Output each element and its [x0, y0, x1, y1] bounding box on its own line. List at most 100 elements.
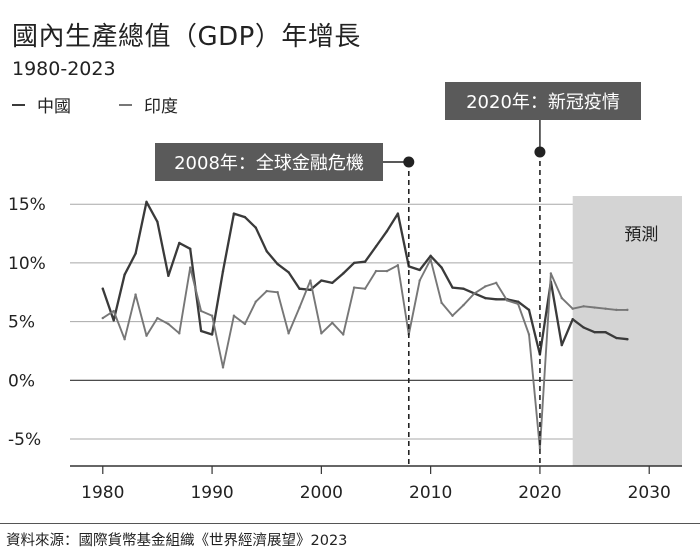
- data-point: [615, 336, 618, 340]
- annotation-dot: [534, 146, 546, 158]
- data-point: [374, 245, 378, 248]
- data-point: [582, 305, 585, 308]
- data-point: [626, 308, 629, 312]
- data-point: [451, 314, 454, 317]
- legend-item-china: 中國: [12, 92, 71, 117]
- data-point: [178, 332, 181, 335]
- data-point: [309, 288, 312, 292]
- data-point: [199, 329, 203, 333]
- data-point: [495, 298, 498, 301]
- data-point: [516, 300, 520, 303]
- data-point: [189, 247, 192, 251]
- data-point: [527, 308, 531, 312]
- data-point: [538, 447, 542, 450]
- data-point: [221, 269, 225, 273]
- data-point: [418, 268, 421, 272]
- data-point: [189, 266, 192, 269]
- legend-label-india: 印度: [144, 97, 178, 117]
- data-point: [320, 279, 323, 282]
- data-point: [429, 258, 432, 261]
- data-point: [615, 308, 618, 312]
- data-point: [254, 226, 257, 229]
- data-point: [265, 249, 268, 253]
- y-tick-label: 5%: [8, 313, 35, 333]
- data-point: [440, 266, 443, 269]
- data-point: [505, 299, 509, 302]
- data-point: [145, 200, 148, 204]
- forecast-label: 預測: [624, 225, 658, 245]
- y-tick-label: -5%: [8, 430, 41, 450]
- data-point: [484, 296, 487, 300]
- annotation-layer: 2008年：全球金融危機 2020年：新冠疫情: [155, 82, 641, 466]
- data-point: [571, 318, 574, 321]
- x-tick-label: 1990: [190, 483, 233, 503]
- data-point: [560, 343, 563, 347]
- data-point: [440, 301, 443, 305]
- data-point: [134, 252, 137, 255]
- series-line-china: [101, 200, 629, 356]
- data-point: [604, 307, 607, 310]
- data-point: [298, 306, 301, 309]
- data-point: [287, 271, 290, 274]
- data-point: [462, 287, 465, 290]
- data-point: [342, 333, 345, 336]
- data-point: [298, 287, 301, 290]
- data-point: [123, 273, 126, 276]
- series-layer: [101, 200, 629, 450]
- annotation-box: [445, 82, 641, 120]
- data-point: [549, 272, 553, 275]
- data-point: [626, 338, 629, 341]
- data-point: [363, 287, 367, 290]
- data-point: [112, 319, 115, 322]
- legend-swatch-india: [119, 103, 132, 106]
- data-point: [484, 285, 487, 288]
- annotation-box: [155, 143, 383, 181]
- data-point: [210, 333, 214, 336]
- data-point: [385, 230, 389, 233]
- data-point: [396, 264, 400, 267]
- data-point: [156, 316, 159, 320]
- data-point: [123, 338, 126, 341]
- data-point: [276, 291, 279, 294]
- data-point: [265, 289, 268, 293]
- data-point: [495, 281, 498, 285]
- data-point: [276, 262, 279, 266]
- data-point: [571, 307, 574, 310]
- legend: 中國 印度: [12, 92, 178, 117]
- data-point: [352, 261, 356, 265]
- x-tick-label: 2020: [518, 483, 561, 503]
- data-point: [560, 296, 563, 300]
- y-tick-label: 10%: [8, 254, 46, 274]
- legend-item-india: 印度: [119, 92, 178, 117]
- axis-layer: 15% 10% 5% 0% -5% 1980 1990 2000 2010 2020 2030: [8, 195, 682, 503]
- forecast-layer: 預測: [572, 196, 682, 466]
- data-point: [243, 322, 247, 326]
- data-point: [145, 334, 148, 337]
- annotation-label: 2008年：全球金融危機: [174, 153, 364, 174]
- data-point: [167, 322, 170, 326]
- data-point: [101, 287, 104, 290]
- annotation-dot: [403, 156, 415, 168]
- data-point: [451, 286, 454, 289]
- data-point: [199, 309, 203, 313]
- data-point: [232, 212, 236, 215]
- x-tick-label: 2010: [409, 483, 452, 503]
- data-point: [396, 212, 400, 215]
- data-point: [593, 306, 596, 309]
- data-point: [243, 215, 247, 219]
- data-point: [352, 286, 356, 289]
- data-point: [418, 279, 421, 282]
- data-point: [582, 326, 585, 329]
- data-point: [516, 302, 520, 306]
- legend-label-china: 中國: [37, 97, 71, 117]
- data-point: [462, 303, 465, 307]
- source-divider: [0, 523, 700, 524]
- data-point: [342, 272, 345, 275]
- data-point: [374, 269, 378, 273]
- data-point: [167, 274, 170, 278]
- data-point: [232, 314, 236, 317]
- data-point: [178, 241, 181, 245]
- data-point: [527, 333, 531, 336]
- data-point: [134, 293, 137, 296]
